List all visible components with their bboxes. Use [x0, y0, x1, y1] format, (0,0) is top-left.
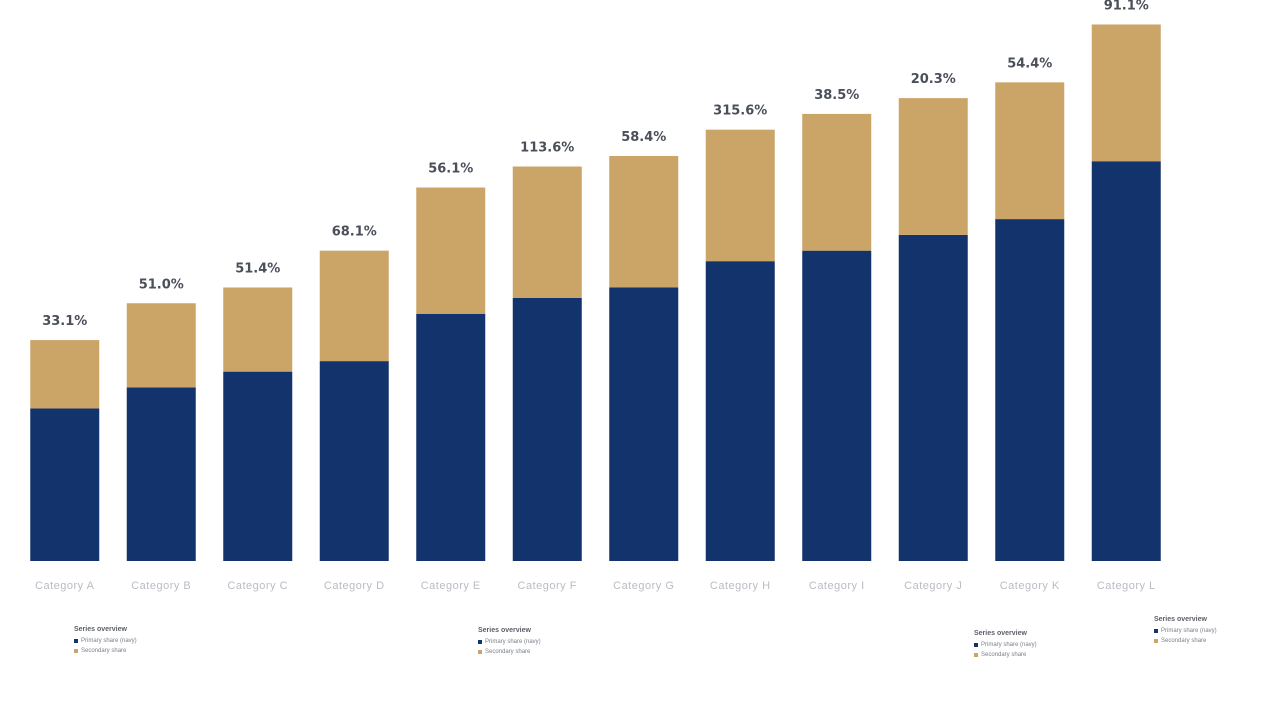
legend-title: Series overview [974, 630, 1027, 637]
bar-segment-gold-12 [1091, 24, 1161, 162]
legend-3: Series overview Primary share (navy) Sec… [974, 630, 1037, 660]
legend-title: Series overview [74, 626, 127, 633]
bar-segment-navy-10 [898, 234, 968, 561]
data-label-10: 20.3% [911, 72, 956, 87]
legend-swatch-gold [478, 650, 482, 654]
data-label-4: 68.1% [332, 225, 377, 240]
bar-segment-navy-9 [802, 250, 872, 561]
legend-swatch-gold [1154, 639, 1158, 643]
category-label-9: Category I [809, 580, 865, 592]
legend-2: Series overview Primary share (navy) Sec… [478, 627, 541, 657]
legend-item-top: Secondary share [974, 650, 1037, 660]
legend-label: Secondary share [1161, 638, 1207, 644]
category-label-1: Category A [35, 580, 95, 592]
legend-swatch-gold [974, 653, 978, 657]
bar-segment-gold-3 [223, 287, 293, 372]
data-label-7: 58.4% [621, 130, 666, 145]
legend-label: Primary share (navy) [485, 639, 541, 645]
bar-segment-gold-7 [609, 155, 679, 288]
bar-segment-gold-9 [802, 113, 872, 251]
legend-item-bottom: Primary share (navy) [1154, 626, 1217, 636]
category-label-4: Category D [324, 580, 385, 592]
legend-label: Secondary share [981, 652, 1027, 658]
legend-item-top: Secondary share [478, 647, 541, 657]
bar-segment-navy-11 [995, 219, 1065, 561]
bar-segment-gold-5 [416, 187, 486, 314]
legend-swatch-navy [74, 639, 78, 643]
data-label-5: 56.1% [428, 162, 473, 177]
data-label-2: 51.0% [139, 277, 184, 292]
legend-item-bottom: Primary share (navy) [74, 636, 137, 646]
data-label-8: 315.6% [713, 104, 767, 119]
legend-item-top: Secondary share [74, 646, 137, 656]
bar-segment-gold-11 [995, 82, 1065, 220]
data-label-12: 91.1% [1104, 0, 1149, 13]
data-label-11: 54.4% [1007, 56, 1052, 71]
bar-segment-navy-2 [126, 387, 196, 561]
bar-segment-gold-10 [898, 98, 968, 235]
legend-1: Series overview Primary share (navy) Sec… [74, 626, 137, 656]
bar-segment-navy-12 [1091, 161, 1161, 562]
legend-title: Series overview [1154, 616, 1207, 623]
category-label-8: Category H [710, 580, 771, 592]
bars-group [30, 24, 1161, 562]
bar-segment-navy-6 [512, 298, 582, 561]
category-label-10: Category J [904, 580, 962, 592]
legend-label: Primary share (navy) [1161, 628, 1217, 634]
category-label-2: Category B [131, 580, 191, 592]
legend-swatch-navy [478, 640, 482, 644]
bar-segment-navy-8 [705, 261, 775, 561]
bar-segment-navy-1 [30, 408, 100, 561]
data-label-6: 113.6% [520, 141, 574, 156]
bar-segment-gold-1 [30, 340, 100, 409]
legend-label: Secondary share [81, 648, 127, 654]
category-label-11: Category K [1000, 580, 1060, 592]
data-label-9: 38.5% [814, 88, 859, 103]
bar-segment-gold-8 [705, 129, 775, 262]
category-label-3: Category C [227, 580, 288, 592]
legend-4: Series overview Primary share (navy) Sec… [1154, 616, 1217, 646]
bar-segment-gold-2 [126, 303, 196, 388]
bar-segment-navy-3 [223, 371, 293, 561]
category-label-12: Category L [1097, 580, 1156, 592]
bar-segment-navy-5 [416, 313, 486, 561]
bar-segment-navy-7 [609, 287, 679, 561]
category-label-5: Category E [421, 580, 481, 592]
category-label-7: Category G [613, 580, 674, 592]
legend-label: Primary share (navy) [81, 638, 137, 644]
bar-segment-gold-6 [512, 166, 582, 298]
legend-item-bottom: Primary share (navy) [478, 637, 541, 647]
legend-swatch-navy [974, 643, 978, 647]
legend-label: Primary share (navy) [981, 642, 1037, 648]
legend-item-bottom: Primary share (navy) [974, 640, 1037, 650]
legend-title: Series overview [478, 627, 531, 634]
labels-group: 33.1% Category A 51.0% Category B 51.4% Categ… [35, 0, 1156, 592]
data-label-1: 33.1% [42, 314, 87, 329]
legend-swatch-gold [74, 649, 78, 653]
legend-swatch-navy [1154, 629, 1158, 633]
bar-segment-gold-4 [319, 250, 389, 362]
bar-segment-navy-4 [319, 361, 389, 561]
legend-label: Secondary share [485, 649, 531, 655]
data-label-3: 51.4% [235, 261, 280, 276]
category-label-6: Category F [518, 580, 577, 592]
legend-item-top: Secondary share [1154, 636, 1217, 646]
